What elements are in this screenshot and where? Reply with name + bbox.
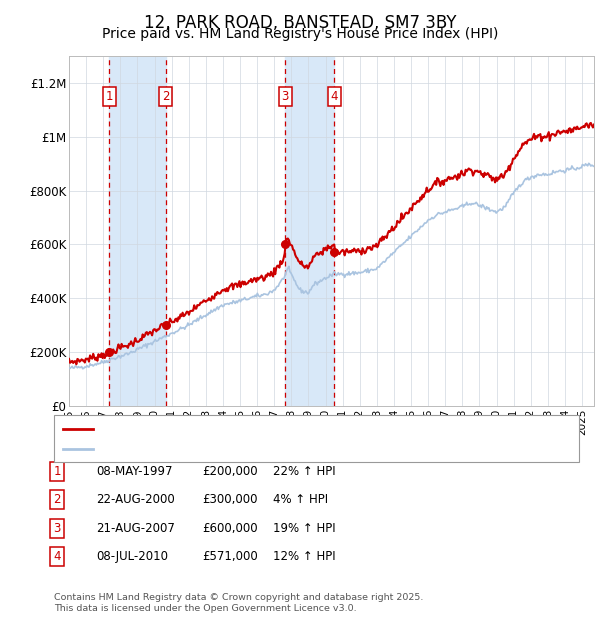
Text: 2: 2	[53, 494, 61, 506]
Text: £300,000: £300,000	[203, 494, 258, 506]
Text: 12% ↑ HPI: 12% ↑ HPI	[273, 551, 335, 563]
Text: 3: 3	[53, 522, 61, 534]
Text: 08-JUL-2010: 08-JUL-2010	[96, 551, 168, 563]
Text: 1: 1	[53, 465, 61, 477]
Bar	[109, 56, 166, 406]
Text: 4% ↑ HPI: 4% ↑ HPI	[273, 494, 328, 506]
Bar	[285, 56, 334, 406]
Text: Price paid vs. HM Land Registry's House Price Index (HPI): Price paid vs. HM Land Registry's House …	[102, 27, 498, 41]
Text: 19% ↑ HPI: 19% ↑ HPI	[273, 522, 335, 534]
Text: 4: 4	[331, 89, 338, 102]
Text: 08-MAY-1997: 08-MAY-1997	[96, 465, 173, 477]
Text: 4: 4	[53, 551, 61, 563]
Text: 22% ↑ HPI: 22% ↑ HPI	[273, 465, 335, 477]
Text: 12, PARK ROAD, BANSTEAD, SM7 3BY: 12, PARK ROAD, BANSTEAD, SM7 3BY	[144, 14, 456, 32]
Text: £600,000: £600,000	[202, 522, 258, 534]
Text: HPI: Average price, detached house, Reigate and Banstead: HPI: Average price, detached house, Reig…	[97, 444, 427, 454]
Text: 22-AUG-2000: 22-AUG-2000	[96, 494, 175, 506]
Text: Contains HM Land Registry data © Crown copyright and database right 2025.
This d: Contains HM Land Registry data © Crown c…	[54, 593, 424, 613]
Text: 21-AUG-2007: 21-AUG-2007	[96, 522, 175, 534]
Text: 1: 1	[106, 89, 113, 102]
Text: £200,000: £200,000	[202, 465, 258, 477]
Text: 3: 3	[281, 89, 289, 102]
Text: £571,000: £571,000	[202, 551, 258, 563]
Text: 12, PARK ROAD, BANSTEAD, SM7 3BY (detached house): 12, PARK ROAD, BANSTEAD, SM7 3BY (detach…	[97, 424, 407, 435]
Text: 2: 2	[162, 89, 169, 102]
